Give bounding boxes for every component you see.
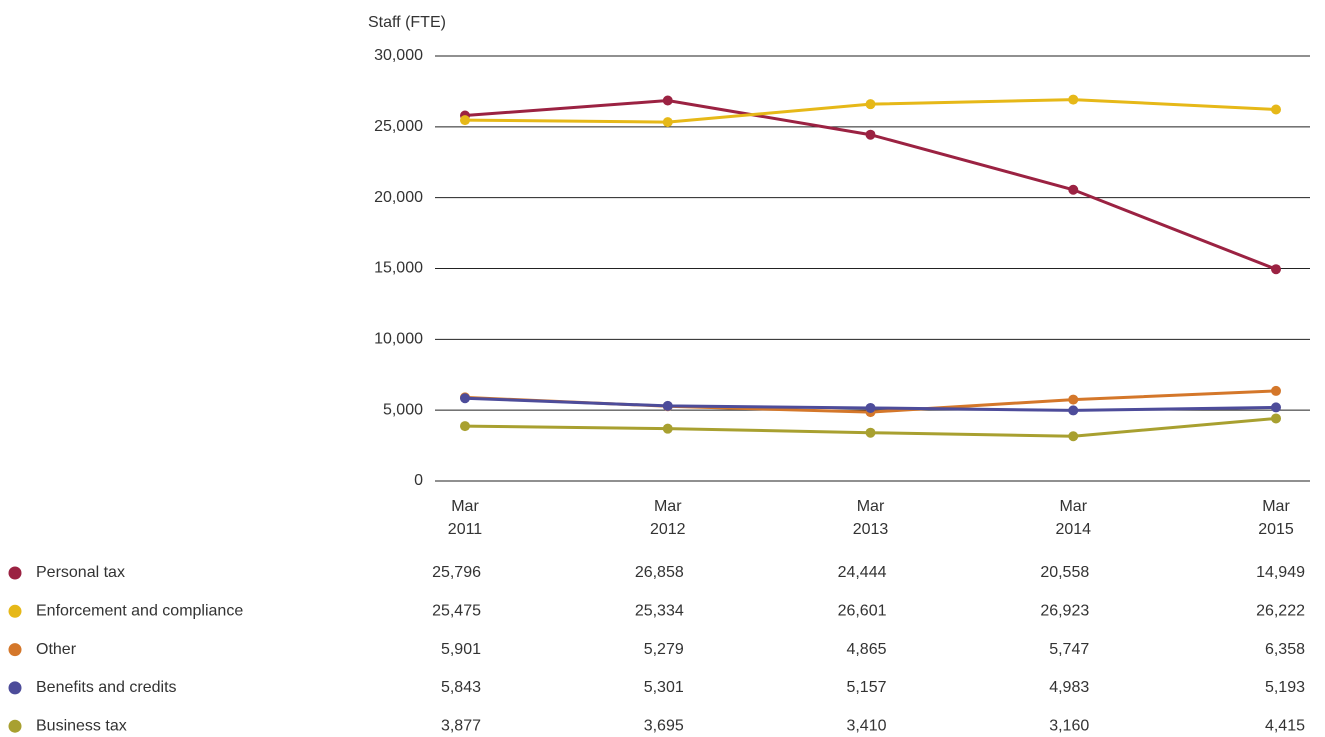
table-value: 4,865 [846,641,886,658]
data-point [1271,264,1281,275]
data-point [865,402,876,413]
data-point [1271,104,1281,115]
y-tick-label: 5,000 [383,401,423,418]
data-point [662,400,673,411]
table-value: 25,796 [432,564,481,581]
table-value: 3,160 [1049,717,1089,734]
y-axis-label: Staff (FTE) [368,14,446,31]
legend-marker [8,719,22,733]
data-point [1068,431,1079,442]
x-tick-label: Mar 2015 [1258,498,1294,538]
x-tick-label: Mar 2014 [1055,498,1092,538]
table-value: 25,334 [635,603,684,620]
table-value: 3,410 [846,717,886,734]
x-tick-label: Mar 2012 [649,498,686,538]
table-value: 6,358 [1265,641,1305,658]
data-point [662,117,673,128]
table-value: 26,923 [1040,603,1089,620]
legend-marker [8,566,22,580]
table-value: 4,983 [1049,679,1089,696]
table-value: 5,843 [441,679,481,696]
y-tick-label: 10,000 [374,331,423,348]
table-value: 5,301 [644,679,684,696]
x-tick-label: Mar 2013 [852,498,889,538]
data-point [1271,413,1281,424]
data-point [865,129,876,140]
table-value: 5,279 [644,641,684,658]
data-point [1068,94,1079,105]
data-point [460,393,470,404]
legend-marker [8,643,22,657]
table-value: 3,877 [441,717,481,734]
data-point [865,99,876,110]
y-tick-label: 15,000 [374,260,423,277]
y-tick-label: 0 [414,472,423,489]
series-line [464,99,1277,271]
table-value: 5,193 [1265,679,1305,696]
data-point [1271,402,1281,413]
table-value: 25,475 [432,603,481,620]
data-point [1271,385,1281,396]
x-tick-label: Mar 2011 [447,498,483,538]
data-point [1068,405,1079,416]
table-value: 24,444 [838,564,887,581]
data-point [1068,184,1079,195]
legend-marker [8,681,22,695]
legend-marker [8,604,22,618]
table-value: 5,157 [846,679,886,696]
y-tick-label: 30,000 [374,47,423,64]
legend-label: Business tax [36,717,127,734]
table-value: 5,901 [441,641,481,658]
legend-label: Personal tax [36,564,125,581]
legend-label: Other [36,641,77,658]
table-value: 26,601 [838,603,887,620]
y-tick-label: 20,000 [374,189,423,206]
table-value: 26,222 [1256,603,1305,620]
legend-label: Enforcement and compliance [36,603,243,620]
data-point [460,115,470,126]
table-value: 26,858 [635,564,684,581]
data-point [1068,394,1079,405]
table-value: 4,415 [1265,717,1305,734]
data-point [460,421,470,432]
data-point [662,423,673,434]
y-tick-label: 25,000 [374,118,423,135]
data-point [662,95,673,106]
table-value: 3,695 [644,717,684,734]
data-point [865,427,876,438]
legend-label: Benefits and credits [36,679,177,696]
table-value: 14,949 [1256,564,1305,581]
table-value: 20,558 [1040,564,1089,581]
table-value: 5,747 [1049,641,1089,658]
